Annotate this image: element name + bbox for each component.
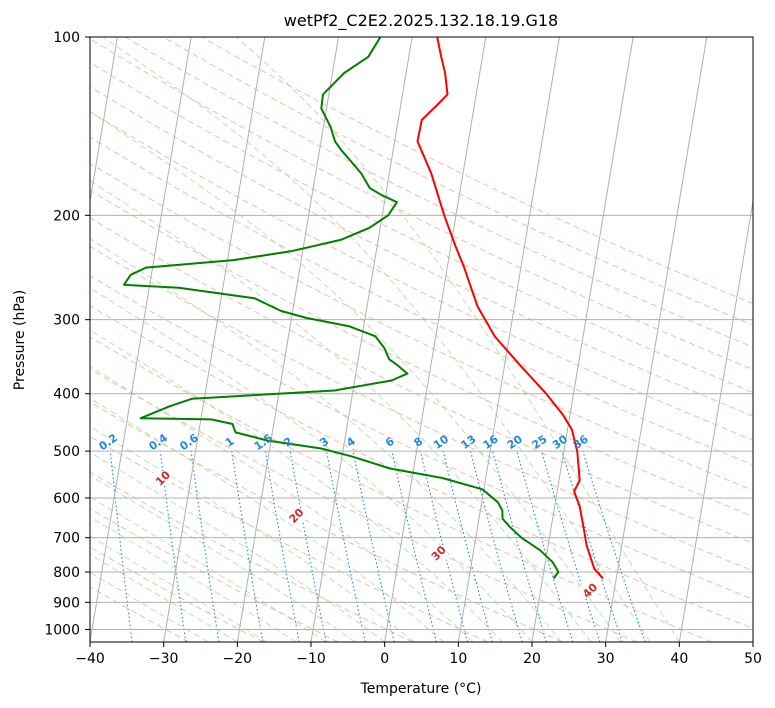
dry-adiabat-line bbox=[90, 275, 753, 600]
mixing-ratio-line bbox=[419, 450, 469, 642]
x-tick-label: −20 bbox=[223, 651, 253, 667]
y-tick-label: 600 bbox=[53, 491, 80, 507]
moist-adiabat-line bbox=[90, 571, 209, 642]
dry-adiabat-label-bg bbox=[153, 471, 172, 486]
moist-adiabat-line bbox=[90, 426, 415, 642]
mixing-ratio-line bbox=[469, 450, 523, 642]
moist-adiabat-line bbox=[90, 180, 592, 642]
dry-adiabat-line bbox=[90, 162, 753, 491]
y-tick-label: 700 bbox=[53, 531, 80, 547]
moist-adiabat-line bbox=[90, 238, 562, 642]
moist-adiabat-line bbox=[90, 535, 268, 642]
dry-adiabat-line bbox=[163, 37, 753, 326]
grid-layer bbox=[90, 37, 753, 642]
y-tick-label: 200 bbox=[53, 208, 80, 224]
dry-adiabat-line bbox=[90, 61, 753, 394]
mixing-ratio-line bbox=[561, 450, 623, 642]
isotherm-line bbox=[605, 37, 708, 642]
series-layer bbox=[122, 37, 604, 580]
x-tick-label: −10 bbox=[296, 651, 326, 667]
moist-adiabat-line bbox=[235, 37, 680, 642]
dry-adiabat-label-bg bbox=[580, 583, 599, 598]
dry-adiabat-line bbox=[90, 368, 638, 642]
plot-frame bbox=[89, 36, 754, 643]
x-tick-label: 20 bbox=[523, 651, 541, 667]
mixing-ratio-line bbox=[492, 450, 547, 642]
x-tick-label: 0 bbox=[380, 651, 389, 667]
isotherm-line bbox=[236, 37, 339, 642]
isotherm-line bbox=[90, 37, 192, 642]
moist-adiabat-line bbox=[90, 329, 503, 642]
mixing-ratio-line bbox=[582, 450, 646, 642]
isotherm-line bbox=[163, 37, 266, 642]
mixing-ratio-line bbox=[289, 451, 327, 642]
dry-adiabat-line bbox=[90, 86, 753, 417]
y-tick-label: 800 bbox=[53, 565, 80, 581]
mixing-ratio-line bbox=[391, 450, 437, 642]
moist-adiabat-line bbox=[90, 111, 621, 642]
dry-adiabat-label-bg bbox=[287, 508, 306, 523]
isotherm-line bbox=[310, 37, 413, 642]
dry-adiabat-line bbox=[90, 401, 563, 642]
moist-adiabat-line bbox=[102, 37, 651, 642]
x-tick-label: 30 bbox=[597, 651, 615, 667]
axis-ticks-layer: −40 −30 −20 −10 0 10 20 30 40 50 100 200 300 400 500 60… bbox=[44, 30, 762, 667]
y-tick-label: 1000 bbox=[44, 622, 80, 638]
y-tick-label: 300 bbox=[53, 313, 80, 329]
x-tick-label: −30 bbox=[149, 651, 179, 667]
y-tick-label: 500 bbox=[53, 444, 80, 460]
x-tick-label: 10 bbox=[449, 651, 467, 667]
y-tick-label: 100 bbox=[53, 30, 80, 46]
x-tick-label: 40 bbox=[670, 651, 688, 667]
mixing-ratio-line bbox=[540, 450, 601, 642]
moist-adiabat-line bbox=[90, 397, 444, 642]
y-tick-label: 900 bbox=[53, 595, 80, 611]
dry-adiabat-line bbox=[124, 37, 753, 348]
moist-adiabat-line bbox=[90, 474, 356, 642]
y-axis-label: Pressure (hPa) bbox=[12, 290, 28, 390]
dry-adiabat-line bbox=[90, 189, 753, 518]
dry-adiabat-line bbox=[90, 508, 339, 642]
moist-adiabat-line bbox=[90, 553, 238, 642]
x-axis-label: Temperature (°C) bbox=[360, 681, 482, 697]
isotherm-line bbox=[384, 37, 487, 642]
isotherm-line bbox=[531, 37, 634, 642]
moist-adiabat-line bbox=[90, 451, 385, 642]
isotherm-line bbox=[678, 198, 753, 642]
isotherm-line bbox=[457, 37, 560, 642]
adiabat-layer bbox=[90, 37, 753, 642]
x-tick-label: 50 bbox=[744, 651, 762, 667]
dry-adiabat-line bbox=[90, 217, 753, 544]
y-tick-label: 400 bbox=[53, 387, 80, 403]
x-tick-label: −40 bbox=[75, 651, 105, 667]
temperature-profile-line bbox=[416, 37, 604, 580]
chart-title: wetPf2_C2E2.2025.132.18.19.G18 bbox=[284, 11, 558, 31]
dry-adiabat-line bbox=[90, 245, 753, 572]
dry-adiabat-line bbox=[90, 305, 753, 630]
moist-adiabat-line bbox=[90, 365, 474, 642]
mixing-ratio-line bbox=[190, 451, 220, 642]
mixing-ratio-line bbox=[325, 450, 366, 642]
isotherm-line bbox=[90, 37, 118, 205]
dewpoint-profile-line bbox=[122, 37, 560, 579]
dry-adiabat-label-bg bbox=[429, 545, 448, 560]
dry-adiabat-line bbox=[90, 435, 488, 642]
mixing-ratio-line bbox=[159, 451, 187, 642]
mixing-ratio-line bbox=[516, 450, 574, 642]
